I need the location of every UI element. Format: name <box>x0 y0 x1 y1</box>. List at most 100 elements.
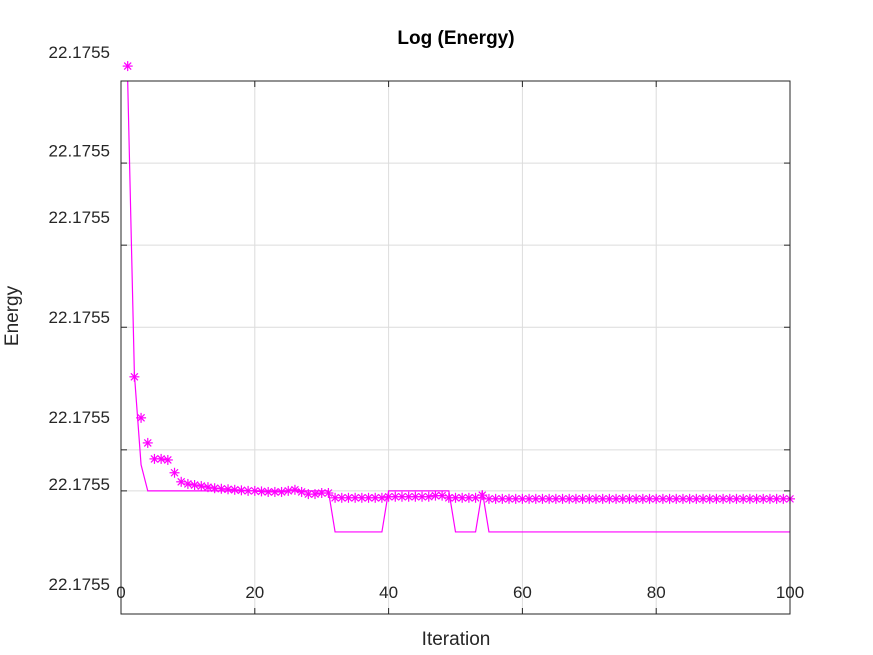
marker-stroke <box>344 493 353 502</box>
data-point-marker <box>122 61 133 72</box>
marker-stroke <box>364 493 373 502</box>
chart-title: Log (Energy) <box>397 28 514 49</box>
marker-stroke <box>551 494 560 503</box>
y-axis-label: Energy <box>2 285 23 346</box>
data-point-marker <box>323 488 334 499</box>
marker-stroke <box>766 494 774 503</box>
y-tick-label: 22.1755 <box>49 308 110 327</box>
marker-stroke <box>745 494 754 503</box>
data-point-marker <box>136 412 147 423</box>
y-tick-label: 22.1755 <box>49 475 110 494</box>
x-tick-label: 80 <box>647 583 666 602</box>
marker-stroke <box>270 488 279 496</box>
x-axis-label: Iteration <box>422 629 491 650</box>
marker-stroke <box>772 494 781 503</box>
data-point-marker <box>209 483 220 494</box>
y-tick-label: 22.1755 <box>49 43 110 62</box>
axes-box <box>120 80 791 615</box>
marker-stroke <box>645 494 654 503</box>
data-point-marker <box>664 493 675 504</box>
marker-stroke <box>284 486 293 495</box>
marker-stroke <box>291 485 299 494</box>
marker-stroke <box>752 494 761 503</box>
data-point-marker <box>269 486 280 497</box>
marker-stroke <box>411 492 420 501</box>
data-point-marker <box>182 478 193 489</box>
y-tick-label: 22.1755 <box>49 575 110 594</box>
marker-stroke <box>257 487 266 496</box>
marker-stroke <box>732 494 741 503</box>
data-point-marker <box>590 493 601 504</box>
data-point-marker <box>363 492 374 503</box>
marker-stroke <box>518 494 527 503</box>
data-point-marker <box>376 492 387 503</box>
data-point-marker <box>490 493 501 504</box>
data-point-marker <box>289 484 300 495</box>
marker-stroke <box>297 488 306 496</box>
marker-stroke <box>264 488 273 496</box>
marker-stroke <box>779 494 788 503</box>
marker-stroke <box>491 494 500 503</box>
marker-stroke <box>625 494 634 503</box>
data-point-marker <box>557 493 568 504</box>
marker-stroke <box>331 493 340 502</box>
marker-stroke <box>558 494 567 503</box>
data-point-marker <box>611 493 622 504</box>
marker-stroke <box>598 494 607 503</box>
ticks: 0 20 40 60 80 100 22.1755 22.1755 22.1755 22.1755… <box>49 43 804 614</box>
data-point-marker <box>303 489 314 500</box>
marker-stroke <box>592 494 600 503</box>
data-point-marker <box>477 490 488 501</box>
marker-stroke <box>464 493 473 502</box>
marker-stroke <box>478 491 487 500</box>
data-point-marker <box>437 490 448 501</box>
data-point-marker <box>162 454 173 465</box>
data-point-marker <box>624 493 635 504</box>
marker-stroke <box>719 494 728 503</box>
marker-stroke <box>672 494 681 503</box>
data-point-marker <box>156 453 167 464</box>
data-point-marker <box>196 481 207 492</box>
marker-stroke <box>605 494 614 503</box>
data-point-marker <box>149 453 160 464</box>
marker-stroke <box>250 486 259 495</box>
data-point-marker <box>310 489 321 500</box>
marker-stroke <box>143 438 152 447</box>
data-point-marker <box>129 371 140 382</box>
data-point-marker <box>189 480 200 491</box>
marker-stroke <box>157 454 166 463</box>
y-tick-label: 22.1755 <box>49 408 110 427</box>
marker-stroke <box>505 494 513 503</box>
marker-stroke <box>652 494 661 503</box>
data-point-marker <box>296 486 307 497</box>
marker-stroke <box>304 490 313 498</box>
marker-stroke <box>123 62 132 71</box>
marker-stroke <box>685 494 694 503</box>
x-tick-label: 0 <box>116 583 125 602</box>
marker-stroke <box>658 494 667 503</box>
marker-stroke <box>705 494 714 503</box>
marker-stroke <box>357 493 366 502</box>
data-point-marker <box>142 437 153 448</box>
marker-stroke <box>197 482 206 491</box>
marker-stroke <box>438 491 447 500</box>
marker-stroke <box>244 486 253 495</box>
marker-stroke <box>177 477 186 486</box>
marker-stroke <box>170 468 179 477</box>
marker-stroke <box>237 486 246 495</box>
x-tick-label: 20 <box>245 583 264 602</box>
data-point-marker <box>202 482 213 493</box>
marker-stroke <box>565 494 574 503</box>
marker-stroke <box>377 493 386 502</box>
marker-stroke <box>424 492 433 501</box>
marker-stroke <box>337 493 346 502</box>
x-tick-label: 60 <box>513 583 532 602</box>
marker-stroke <box>317 489 326 497</box>
x-tick-label: 100 <box>776 583 804 602</box>
marker-stroke <box>391 492 400 501</box>
marker-stroke <box>351 493 360 502</box>
data-point-marker <box>577 493 588 504</box>
marker-stroke <box>224 485 232 494</box>
marker-stroke <box>699 494 707 503</box>
data-point-marker <box>276 486 287 497</box>
